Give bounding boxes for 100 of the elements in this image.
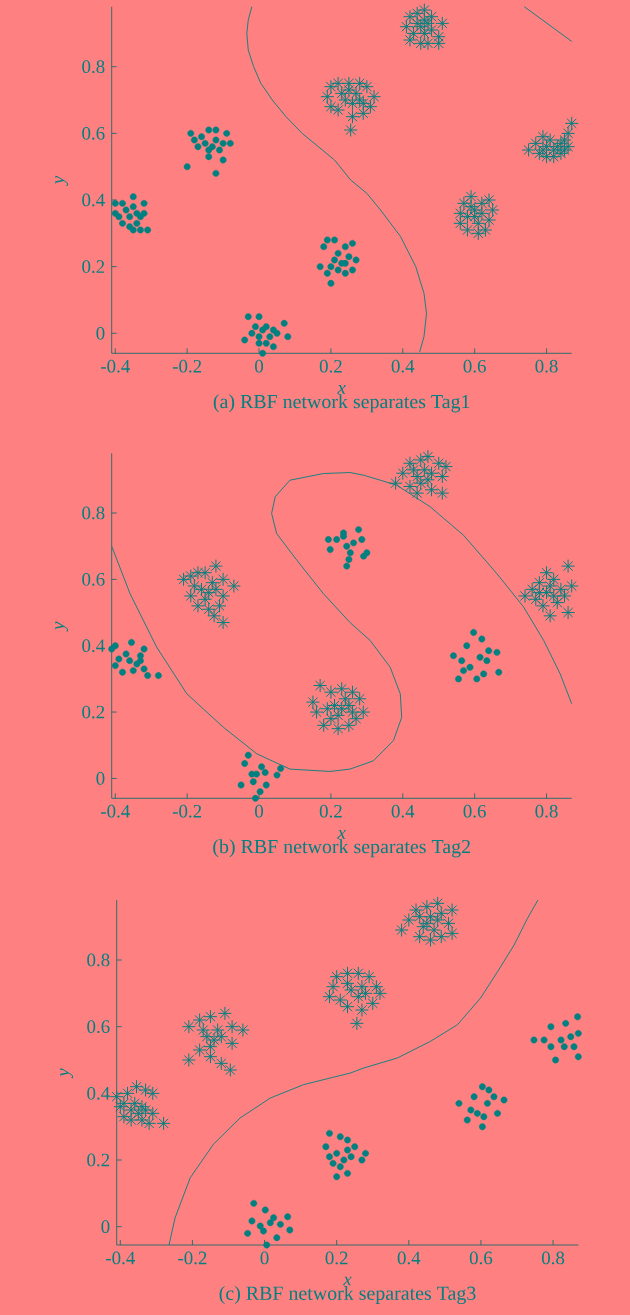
- point: [344, 1136, 351, 1144]
- point: [547, 1043, 555, 1051]
- y-tick-label: 0.2: [82, 260, 105, 274]
- point: [480, 670, 488, 678]
- point: [248, 1217, 256, 1225]
- point: [111, 642, 119, 650]
- point: [484, 1099, 491, 1107]
- point: [476, 653, 484, 661]
- point: [467, 1106, 475, 1114]
- point: [277, 765, 284, 772]
- point: [463, 642, 471, 650]
- x-tick-label: -0.2: [178, 1251, 207, 1265]
- x-tick-label: 0: [260, 1251, 269, 1265]
- point: [258, 763, 265, 771]
- point: [111, 662, 119, 670]
- point: [137, 657, 144, 665]
- point: [478, 1083, 486, 1091]
- point: [350, 539, 357, 547]
- point: [470, 1093, 478, 1101]
- x-tick-label: -0.2: [172, 359, 202, 373]
- point: [345, 556, 353, 563]
- point: [485, 647, 493, 655]
- point: [241, 760, 249, 767]
- point: [478, 635, 486, 643]
- x-tick-label: 0.2: [319, 804, 342, 818]
- point: [473, 1109, 481, 1117]
- point: [126, 657, 134, 665]
- point: [478, 1123, 486, 1131]
- point: [567, 1033, 575, 1041]
- point: [115, 655, 123, 663]
- y-tick-label: 0.8: [82, 506, 105, 520]
- point: [256, 788, 264, 796]
- point: [333, 1173, 341, 1181]
- point: [322, 1143, 330, 1151]
- point: [473, 675, 481, 683]
- point: [455, 1099, 463, 1107]
- point: [343, 562, 351, 570]
- point: [455, 675, 462, 683]
- point: [336, 1133, 344, 1141]
- y-tick-label: 0.8: [87, 953, 110, 967]
- point: [470, 629, 477, 636]
- point: [128, 639, 135, 646]
- y-tick-label: 0.2: [82, 705, 105, 719]
- point: [570, 1043, 578, 1051]
- x-tick-label: -0.2: [172, 804, 202, 818]
- point: [346, 549, 354, 557]
- point: [493, 648, 501, 656]
- point: [329, 1159, 337, 1167]
- point: [155, 672, 162, 679]
- point: [284, 1213, 292, 1221]
- text: (b) RBF network separates Tag2: [213, 839, 470, 858]
- point: [351, 1143, 359, 1151]
- line-series: [168, 899, 539, 1246]
- point: [358, 1156, 366, 1164]
- line-series: [111, 472, 573, 772]
- point: [466, 663, 474, 671]
- point: [261, 1206, 269, 1214]
- point: [344, 1169, 351, 1177]
- y-tick-label: 0.6: [87, 1020, 110, 1034]
- x-tick-label: 0.4: [391, 359, 415, 373]
- point: [263, 1241, 271, 1249]
- point: [273, 1234, 281, 1242]
- point: [333, 536, 341, 543]
- y-tick-label: 0: [96, 326, 105, 340]
- point: [460, 667, 467, 674]
- x-tick-label: 0.4: [397, 1251, 421, 1265]
- x-tick-label: 0.8: [535, 359, 558, 373]
- point: [336, 1163, 344, 1171]
- point: [480, 1113, 488, 1121]
- point: [252, 794, 259, 802]
- x-tick-label: 0: [255, 359, 264, 373]
- x-tick-label: 0.6: [463, 804, 486, 818]
- point: [560, 1043, 568, 1051]
- text: (c) RBF network separates Tag3: [219, 1285, 476, 1305]
- point: [140, 665, 148, 673]
- point: [326, 1153, 333, 1161]
- point: [244, 751, 252, 759]
- point: [262, 781, 270, 789]
- y-tick-label: 0.6: [82, 572, 105, 586]
- y-axis-title: y: [60, 1068, 74, 1079]
- x-tick-label: -0.4: [106, 1251, 135, 1265]
- x-tick-label: 0.2: [325, 1251, 348, 1265]
- point: [250, 1199, 258, 1207]
- y-tick-label: 0.4: [87, 1086, 110, 1100]
- point: [119, 668, 126, 676]
- point: [144, 672, 152, 679]
- point: [325, 536, 332, 543]
- point: [552, 1056, 559, 1064]
- point: [500, 1096, 508, 1104]
- point: [347, 1153, 355, 1161]
- point: [494, 1109, 501, 1117]
- x-tick-label: 0.4: [391, 804, 415, 818]
- point: [270, 1214, 277, 1222]
- y-tick-label: 0.6: [82, 126, 105, 140]
- point: [344, 1146, 351, 1154]
- point: [530, 1036, 538, 1044]
- y-tick-label: 0.2: [87, 1153, 110, 1167]
- point: [485, 1086, 493, 1094]
- point: [490, 1093, 498, 1101]
- point: [547, 1023, 555, 1031]
